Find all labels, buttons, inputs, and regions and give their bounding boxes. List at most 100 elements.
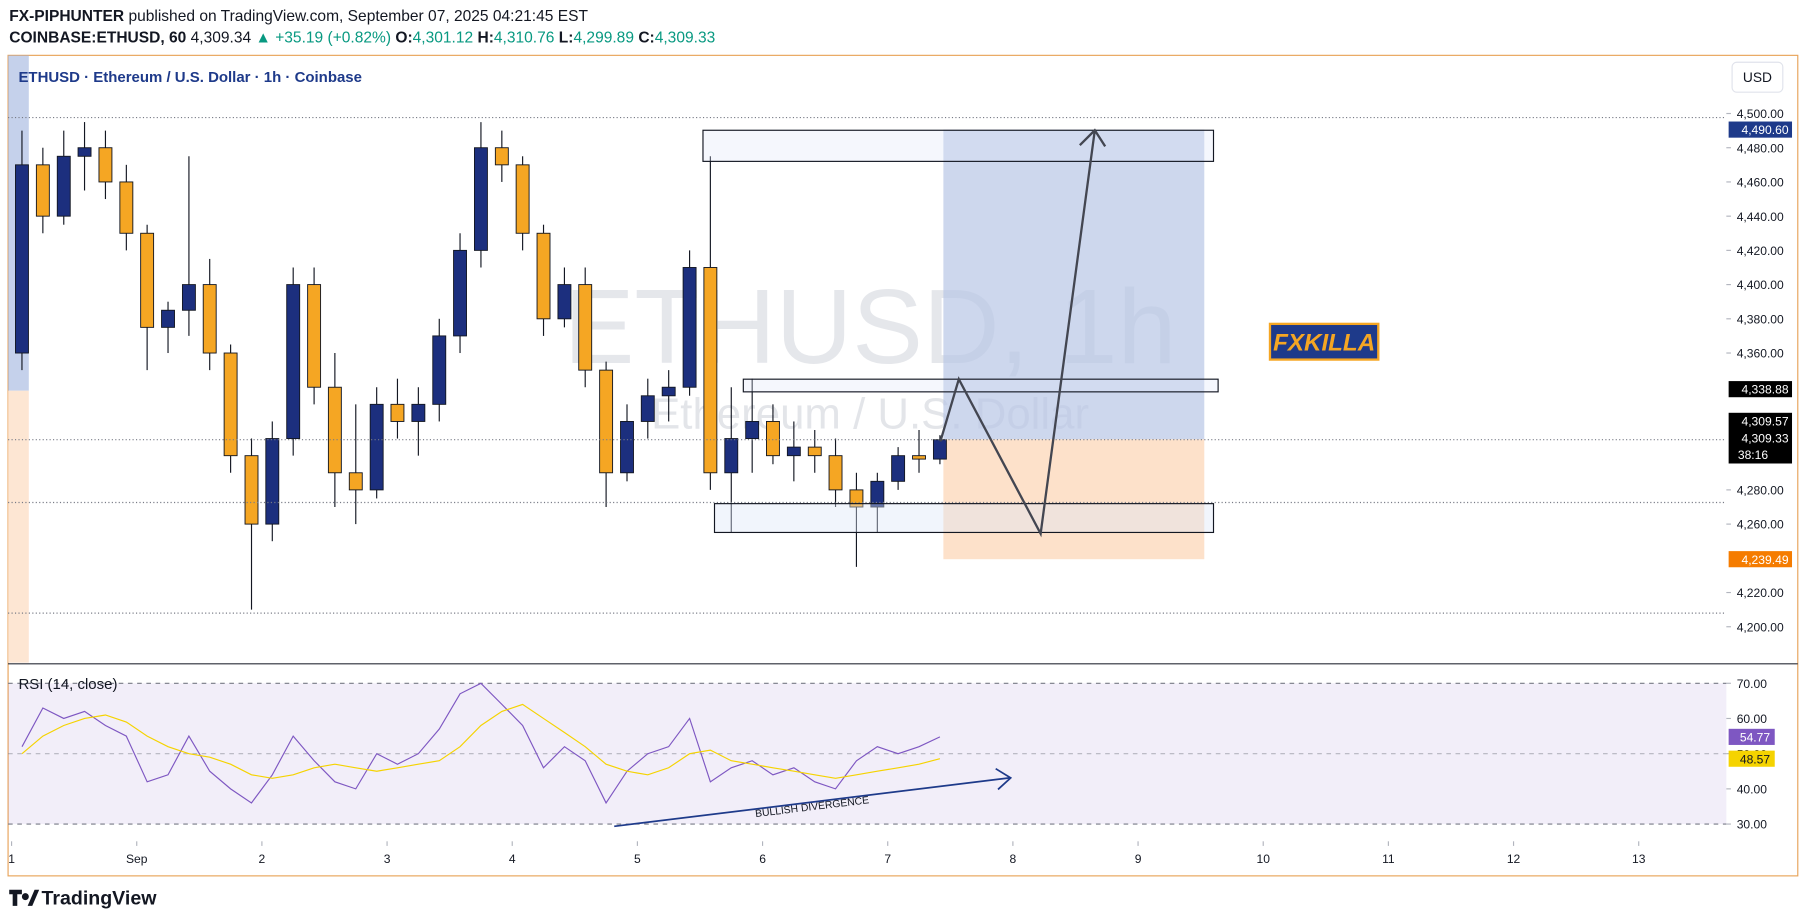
ohlc-value: 4,310.76 [494, 30, 555, 47]
rsi-line [21, 703, 941, 779]
x-tick-label: 1 [8, 852, 15, 866]
candle-body [453, 249, 467, 337]
candle-body [703, 267, 718, 474]
candle-body [766, 420, 780, 457]
rsi-value: 48.57 [1740, 752, 1771, 766]
y-tick-label: 30.00 [1737, 818, 1768, 832]
candle-body [77, 147, 92, 157]
candle-body [891, 455, 906, 482]
candle-body [265, 438, 280, 525]
zone-box [742, 378, 1219, 393]
candle-body [411, 403, 426, 422]
x-tick-label: 3 [384, 852, 391, 866]
target-price-badge [1728, 121, 1793, 138]
y-tick-label: 4,400.00 [1737, 278, 1784, 292]
candle-body [307, 284, 322, 388]
candle-body [286, 284, 301, 440]
y-tick-label: 70.00 [1737, 677, 1768, 691]
candle-body [432, 335, 447, 405]
ohlc-key: O: [395, 30, 412, 47]
x-tick-label: 2 [259, 852, 266, 866]
brand-label: FXKILLA [1273, 329, 1375, 356]
candle-body [786, 446, 801, 457]
x-tick-label: 11 [1382, 852, 1395, 866]
last-price-badge [1728, 412, 1793, 464]
candle-body [140, 232, 155, 328]
x-tick-label: 13 [1632, 852, 1646, 866]
ohlc-value: 4,309.33 [655, 30, 716, 47]
candle-body [327, 386, 342, 474]
y-tick-label: 60.00 [1737, 712, 1768, 726]
symbol: COINBASE:ETHUSD, 60 [9, 30, 186, 47]
candle-body [828, 455, 843, 491]
header-line-2: COINBASE:ETHUSD, 60 4,309.34 ▲ +35.19 (+… [9, 30, 715, 47]
stop-price: 4,239.49 [1741, 553, 1788, 567]
x-tick-label: 9 [1135, 852, 1142, 866]
y-tick-label: 4,460.00 [1737, 176, 1784, 190]
target-price: 4,490.60 [1741, 123, 1788, 137]
candle-body [56, 155, 71, 217]
candle-body [244, 455, 259, 525]
candle-body [369, 403, 384, 491]
projection-path [939, 130, 1096, 538]
y-tick-label: 4,260.00 [1737, 518, 1784, 532]
candle-body [682, 267, 697, 388]
candle-body [932, 439, 947, 460]
candle-body [494, 147, 509, 166]
zone-box [702, 129, 1215, 162]
candle-body [640, 395, 655, 422]
projection-arrowhead [1079, 128, 1107, 148]
ohlc-value: 4,299.89 [573, 30, 634, 47]
rsi-value: 54.77 [1740, 730, 1771, 744]
header-line-1: FX-PIPHUNTER published on TradingView.co… [9, 8, 588, 25]
candle-body [390, 403, 405, 422]
currency-button[interactable] [1731, 61, 1784, 93]
change: ▲ +35.19 (+0.82%) [256, 30, 392, 47]
candle-body [536, 232, 551, 320]
countdown: 38:16 [1738, 448, 1769, 462]
ohlc-key: L: [559, 30, 574, 47]
candle-body [348, 472, 363, 491]
ohlc-key: C: [638, 30, 654, 47]
stop-zone [943, 439, 1205, 560]
brand-box [1268, 322, 1380, 361]
rsi-badge [1728, 750, 1775, 767]
chart-title: ETHUSD · Ethereum / U.S. Dollar · 1h · C… [18, 69, 361, 86]
candle-body [223, 352, 238, 457]
old-position-stop [8, 390, 29, 663]
candle-body [98, 147, 113, 183]
candle-body [473, 147, 488, 251]
candle-body [661, 386, 676, 397]
x-tick-label: 12 [1507, 852, 1521, 866]
candle-body [724, 438, 739, 474]
zone-price: 4,338.88 [1741, 383, 1788, 397]
last-price: 4,309.33 [1741, 432, 1788, 446]
published: published on TradingView.com, September … [128, 8, 588, 25]
candle-body [181, 284, 196, 311]
divergence-line [614, 777, 1010, 828]
candle-body [599, 369, 614, 474]
entry-price: 4,309.57 [1741, 414, 1788, 428]
candle-body [35, 164, 50, 217]
x-tick-label: 10 [1256, 852, 1270, 866]
rsi-badge [1728, 728, 1775, 745]
candle-body [557, 284, 572, 320]
y-tick-label: 4,280.00 [1737, 483, 1784, 497]
candle-body [515, 164, 530, 234]
divergence-arrowhead [995, 767, 1013, 791]
y-tick-label: 4,380.00 [1737, 312, 1784, 326]
plot-layer [8, 122, 1727, 825]
candle-body [745, 420, 760, 440]
y-tick-label: 4,220.00 [1737, 586, 1784, 600]
logo-icon [9, 889, 40, 906]
x-tick-label: 6 [759, 852, 766, 866]
candle-body [912, 455, 926, 460]
candle-body [161, 309, 175, 328]
x-tick-label: 4 [509, 852, 516, 866]
zone-box [713, 503, 1215, 534]
rsi-title: RSI (14, close) [18, 676, 117, 693]
zone-price-badge [1728, 381, 1793, 398]
stop-price-badge [1728, 551, 1793, 568]
candle-body [620, 420, 634, 474]
